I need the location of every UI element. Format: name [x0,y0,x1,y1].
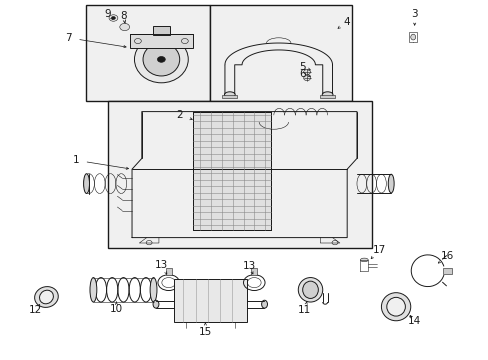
Text: 2: 2 [176,110,183,120]
Ellipse shape [410,34,415,40]
Text: 12: 12 [28,305,42,315]
Bar [152,26,170,35]
Text: 14: 14 [407,316,421,326]
Ellipse shape [150,278,157,302]
Ellipse shape [360,258,367,262]
Ellipse shape [153,300,159,308]
Bar [222,95,237,98]
Ellipse shape [83,174,89,194]
Circle shape [157,57,165,62]
Text: 9: 9 [104,9,111,19]
Circle shape [303,69,310,75]
Text: 10: 10 [110,303,122,314]
Bar [165,268,171,275]
Ellipse shape [387,174,393,193]
Ellipse shape [261,300,267,308]
Ellipse shape [224,92,235,98]
Ellipse shape [298,278,322,302]
Ellipse shape [302,281,318,298]
Ellipse shape [322,92,332,98]
Circle shape [120,23,129,31]
Text: 1: 1 [72,155,79,165]
Ellipse shape [386,297,405,316]
Text: 16: 16 [440,251,453,261]
Text: 6: 6 [298,69,305,79]
Ellipse shape [142,43,180,76]
Circle shape [109,15,118,21]
Text: 3: 3 [410,9,417,19]
Text: 17: 17 [371,245,385,255]
Ellipse shape [381,293,410,321]
Bar [193,112,271,230]
Text: 5: 5 [298,62,305,72]
Ellipse shape [35,287,58,307]
Bar [320,95,334,98]
Ellipse shape [134,36,188,83]
Bar [173,279,246,322]
Text: 7: 7 [65,33,72,43]
Text: 15: 15 [198,327,212,337]
Bar [85,5,210,101]
Bar [210,5,351,101]
Text: 8: 8 [120,11,127,21]
Bar [129,34,193,48]
Ellipse shape [40,290,53,304]
Ellipse shape [90,278,97,302]
Text: 13: 13 [154,260,168,270]
Text: 13: 13 [242,261,256,271]
Bar [251,268,257,275]
Circle shape [111,17,115,19]
Bar [193,112,271,230]
Bar [442,268,451,274]
Text: 4: 4 [343,17,350,27]
Circle shape [303,76,310,81]
Bar [107,101,371,248]
Text: 11: 11 [297,305,310,315]
